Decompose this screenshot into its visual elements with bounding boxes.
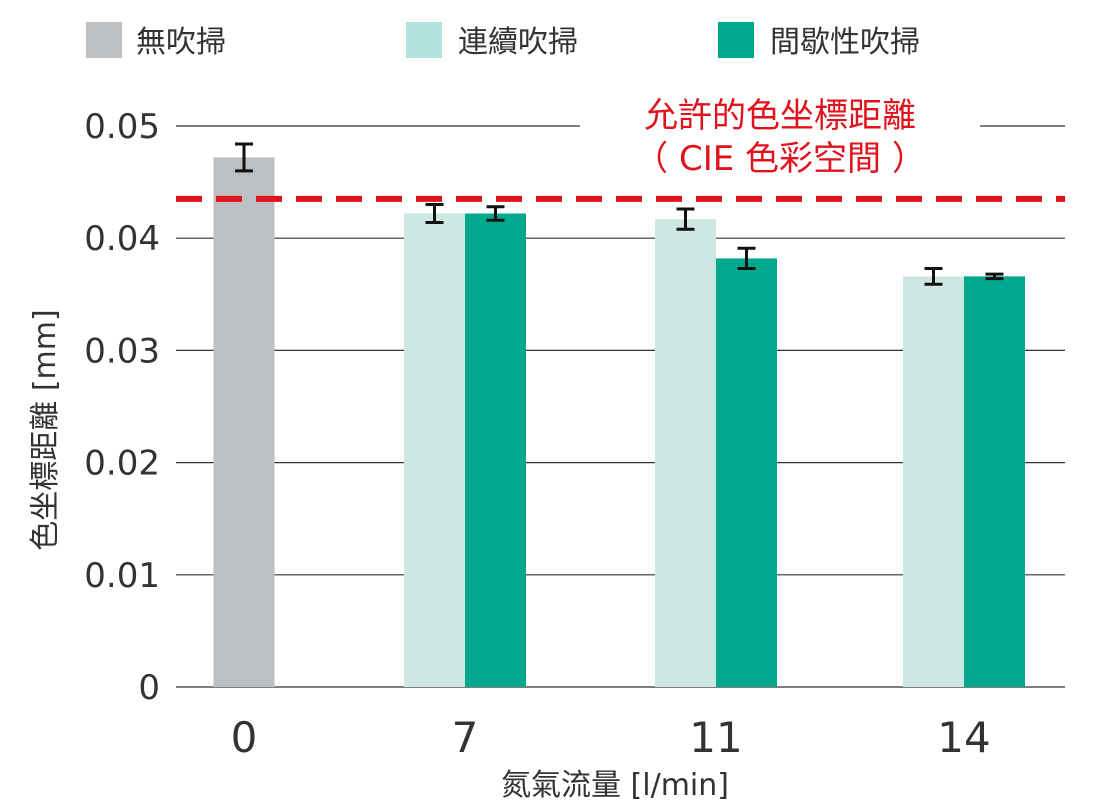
y-tick-label: 0.05 [84, 107, 160, 147]
y-tick-label: 0 [138, 668, 160, 708]
x-tick-label: 7 [452, 713, 479, 762]
threshold-label-line1: 允許的色坐標距離 [644, 96, 916, 136]
bar-continuous-14 [903, 276, 964, 687]
legend-swatch-intermittent [718, 22, 754, 58]
legend-swatch-none [86, 22, 122, 58]
threshold-label-background [580, 92, 980, 182]
legend-swatch-continuous [406, 22, 442, 58]
y-tick-label: 0.03 [84, 331, 160, 371]
x-tick-label: 14 [937, 713, 990, 762]
threshold-label-line2: （ CIE 色彩空間 ） [634, 139, 926, 179]
error-bar-intermittent-7 [486, 205, 505, 222]
x-tick-labels: 0 7 11 14 [231, 713, 991, 762]
error-bar-continuous-11 [676, 207, 695, 231]
bar-none-0 [213, 157, 275, 687]
bar-intermittent-7 [465, 213, 526, 688]
y-tick-label: 0.04 [84, 219, 160, 259]
bar-intermittent-14 [964, 276, 1025, 687]
bars [213, 157, 1025, 688]
legend: 無吹掃 連續吹掃 間歇性吹掃 [86, 22, 920, 60]
x-tick-label: 11 [689, 713, 742, 762]
error-bar-continuous-7 [425, 203, 444, 224]
legend-label-none: 無吹掃 [136, 25, 226, 60]
x-axis-title: 氮氣流量 [l/min] [501, 768, 729, 803]
error-bar-intermittent-11 [737, 246, 756, 270]
y-axis-title: 色坐標距離 [mm] [28, 309, 63, 550]
legend-label-intermittent: 間歇性吹掃 [770, 25, 920, 60]
error-bar-intermittent-14 [985, 272, 1004, 281]
error-bar-continuous-14 [924, 266, 943, 286]
legend-label-continuous: 連續吹掃 [458, 25, 578, 60]
threshold: 允許的色坐標距離 （ CIE 色彩空間 ） [176, 92, 1065, 202]
error-bars [235, 142, 1004, 286]
bar-intermittent-11 [716, 258, 777, 687]
bar-continuous-11 [655, 219, 716, 687]
x-tick-label: 0 [231, 713, 258, 762]
bar-continuous-7 [404, 213, 465, 688]
y-tick-labels: 0 0.01 0.02 0.03 0.04 0.05 [84, 107, 160, 708]
y-tick-label: 0.01 [84, 556, 160, 596]
error-bar-none-0 [235, 142, 253, 173]
y-tick-label: 0.02 [84, 444, 160, 484]
